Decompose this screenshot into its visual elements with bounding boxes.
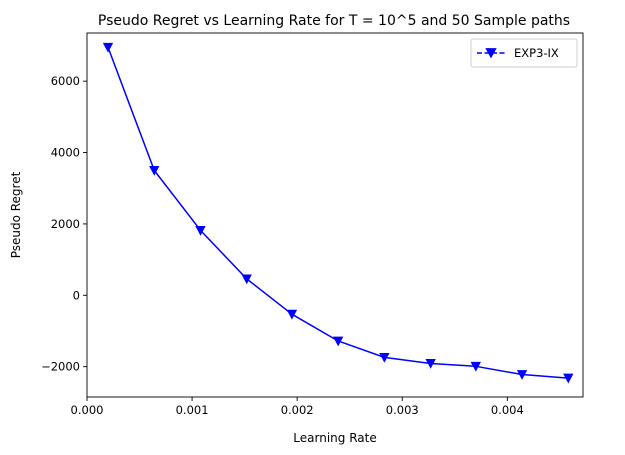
data-point <box>195 225 206 236</box>
x-tick-label: 0.003 <box>386 403 419 417</box>
data-point <box>102 42 114 53</box>
y-axis-label: Pseudo Regret <box>9 171 23 258</box>
data-point <box>470 361 481 372</box>
data-point <box>149 165 160 176</box>
chart-title: Pseudo Regret vs Learning Rate for T = 1… <box>98 13 570 29</box>
y-tick-label: 2000 <box>51 217 80 231</box>
legend-marker-triangle-down-icon <box>485 48 497 59</box>
x-axis: 0.000 0.001 0.002 0.003 0.004 <box>71 397 524 417</box>
legend-box <box>470 38 578 68</box>
plot-frame <box>86 32 584 398</box>
x-tick-label: 0.004 <box>491 403 524 417</box>
series-layer <box>102 42 574 384</box>
y-tick-label: 6000 <box>51 74 80 88</box>
legend: EXP3-IX <box>470 38 578 68</box>
data-point <box>286 309 298 320</box>
data-point <box>332 336 344 347</box>
x-tick-label: 0.000 <box>71 403 104 417</box>
data-point <box>379 352 390 363</box>
legend-label-exp3-ix: EXP3-IX <box>514 46 559 60</box>
data-point <box>516 370 528 380</box>
y-tick-label: −2000 <box>41 360 80 374</box>
x-axis-label: Learning Rate <box>293 431 376 445</box>
y-tick-label: 0 <box>73 288 80 302</box>
x-tick-label: 0.002 <box>281 403 314 417</box>
data-point <box>425 359 436 369</box>
y-tick-label: 4000 <box>51 146 80 160</box>
plot-area <box>87 33 583 397</box>
data-point <box>241 274 252 285</box>
y-axis: −2000 0 2000 4000 6000 <box>41 74 87 374</box>
x-tick-label: 0.001 <box>176 403 209 417</box>
data-point <box>563 373 574 384</box>
